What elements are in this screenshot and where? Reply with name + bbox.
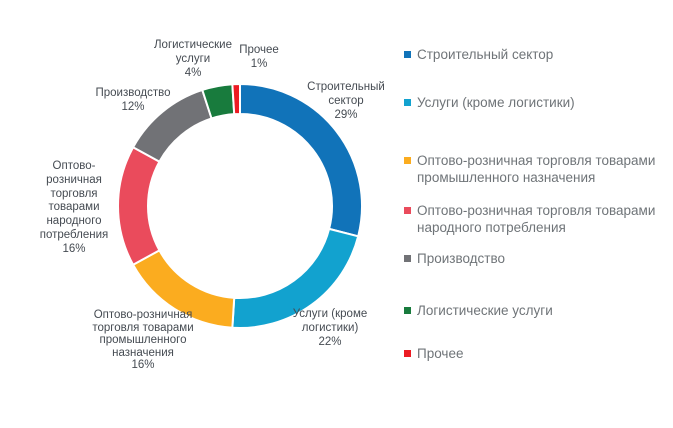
legend-marker-consumer-trade xyxy=(404,207,411,214)
legend-label: Оптово-розничная торговля товарами промы… xyxy=(417,153,656,185)
legend-marker-industrial-trade xyxy=(404,157,411,164)
slice-label-production: Производство 12% xyxy=(95,87,171,113)
slice-label-construction: Строительный сектор 29% xyxy=(307,81,385,121)
legend-marker-other xyxy=(404,350,411,357)
slice-label-logistics: Логистические услуги 4% xyxy=(154,39,232,79)
legend-item-production: Производство xyxy=(404,250,656,267)
legend-marker-construction xyxy=(404,51,411,58)
legend-marker-production xyxy=(404,255,411,262)
legend-label: Строительный сектор xyxy=(417,47,554,62)
slice-label-services: Услуги (кроме логистики) 22% xyxy=(292,308,368,348)
legend-item-services: Услуги (кроме логистики) xyxy=(404,94,656,111)
legend-item-construction: Строительный сектор xyxy=(404,46,656,63)
slice-label-consumer-trade: Оптово- розничная торговля товарами наро… xyxy=(39,160,109,255)
legend-label: Прочее xyxy=(417,346,464,361)
legend-item-logistics: Логистические услуги xyxy=(404,302,656,319)
legend-label: Логистические услуги xyxy=(417,303,553,318)
legend-marker-services xyxy=(404,99,411,106)
legend-marker-logistics xyxy=(404,307,411,314)
legend-label: Оптово-розничная торговля товарами народ… xyxy=(417,203,656,235)
slice-label-industrial-trade: Оптово-розничная торговля товарами промы… xyxy=(92,309,194,371)
legend-label: Производство xyxy=(417,251,506,266)
legend-label: Услуги (кроме логистики) xyxy=(417,95,575,110)
donut-slice-6 xyxy=(231,82,241,116)
legend-item-consumer-trade: Оптово-розничная торговля товарами народ… xyxy=(404,202,656,236)
slice-label-other: Прочее 1% xyxy=(239,44,279,70)
legend-item-industrial-trade: Оптово-розничная торговля товарами промы… xyxy=(404,152,656,186)
legend-item-other: Прочее xyxy=(404,345,656,362)
